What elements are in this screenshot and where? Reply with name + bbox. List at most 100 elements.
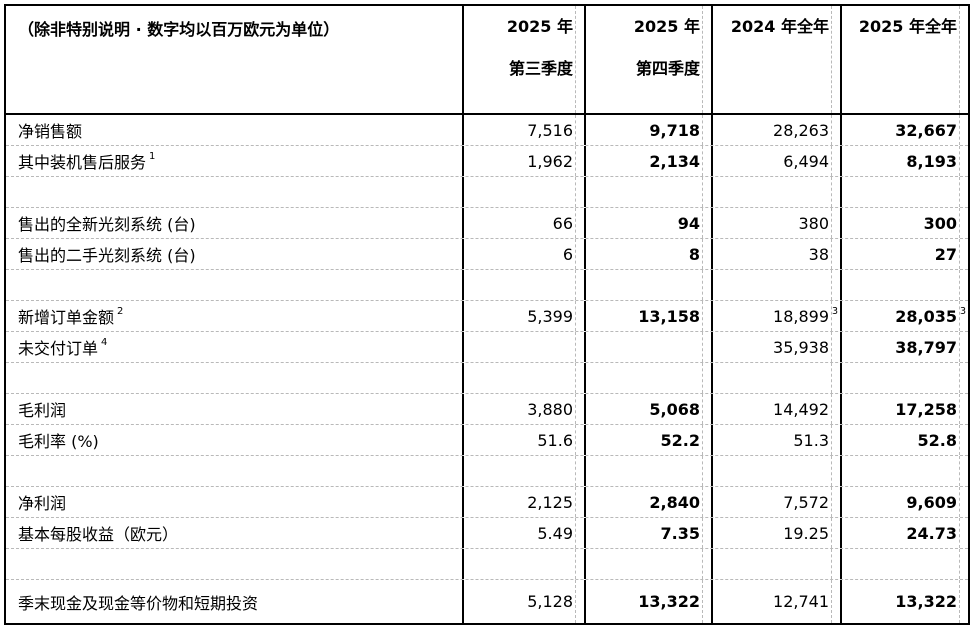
row-label: 新增订单金额 [18,308,115,327]
footnote-slot [575,456,584,486]
value-cell [586,549,713,579]
footnote-slot [702,208,711,238]
table-row: 售出的全新光刻系统 (台) 66 94 380 300 [6,208,968,239]
row-label: 售出的全新光刻系统 (台) [18,215,196,234]
row-label-cell: 新增订单金额 2 [6,301,464,331]
table-row: 净利润 2,125 2,840 7,572 9,609 [6,487,968,518]
value-cell: 8 [586,239,713,269]
footnote-slot [959,332,968,362]
cell-value: 51.6 [537,430,573,450]
footnote-slot [831,270,840,300]
cell-value [586,177,702,207]
col-header-line1: 2025 年 [633,17,700,36]
footnote-slot [831,363,840,393]
row-label-cell [6,363,464,393]
footnote-slot [575,580,584,623]
cell-value: 13,158 [638,306,700,326]
row-label-cell [6,270,464,300]
footnote-slot [959,518,968,548]
footnote-slot [702,301,711,331]
cell-value: 2,840 [649,492,700,512]
value-cell: 28,035 3 [842,301,968,331]
footnote-slot [702,580,711,623]
row-label-cell: 净利润 [6,487,464,517]
cell-value: 28,263 [773,120,829,140]
row-label: 其中装机售后服务 [18,153,147,172]
cell-value: 28,035 [895,306,957,326]
cell-value: 2,125 [527,492,573,512]
row-label-cell: 售出的二手光刻系统 (台) [6,239,464,269]
value-cell: 17,258 [842,394,968,424]
cell-value [713,363,831,393]
cell-value: 51.3 [793,430,829,450]
footnote-slot [959,456,968,486]
col-gridline-slot [575,6,584,113]
footnote-slot [702,425,711,455]
footnote-slot [575,115,584,145]
col-header-text: 2025 年全年 [842,6,959,113]
footnote-slot [702,518,711,548]
col-header-2024-fy: 2024 年全年 [713,6,842,113]
footnote-slot [831,115,840,145]
row-label: 未交付订单 [18,339,99,358]
spacer-row [6,270,968,301]
table-row: 净销售额 7,516 9,718 28,263 32,667 [6,115,968,146]
cell-value: 7,516 [527,120,573,140]
footnote-slot [959,208,968,238]
value-cell [464,363,586,393]
table-row: 售出的二手光刻系统 (台) 6 8 38 27 [6,239,968,270]
table-row: 毛利率 (%) 51.6 52.2 51.3 52.8 [6,425,968,456]
footnote-slot: 3 [831,301,840,331]
footnote-slot [831,332,840,362]
footnote-slot [702,177,711,207]
cell-value [842,177,959,207]
footnote-slot [575,146,584,176]
cell-value: 1,962 [527,151,573,171]
cell-value: 66 [552,213,573,233]
footnote-slot [575,301,584,331]
cell-value [842,363,959,393]
table-row: 新增订单金额 2 5,399 13,158 18,899 3 28,035 3 [6,301,968,332]
footnote-slot [702,146,711,176]
cell-value: 5,128 [527,592,573,611]
cell-value: 6 [562,244,573,264]
row-label: 净销售额 [18,122,83,141]
value-cell: 13,158 [586,301,713,331]
row-label: 毛利润 [18,401,67,420]
footnote-slot [831,549,840,579]
footnote-slot [959,363,968,393]
value-cell: 51.6 [464,425,586,455]
footnote-slot [959,146,968,176]
cell-value: 19.25 [783,523,829,543]
spacer-row [6,177,968,208]
cell-value [842,549,959,579]
value-cell [842,549,968,579]
row-label-cell: 季末现金及现金等价物和短期投资 [6,580,464,623]
cell-value: 13,322 [638,592,700,611]
row-label: 售出的二手光刻系统 (台) [18,246,196,265]
cell-value: 32,667 [895,120,957,140]
value-cell [586,332,713,362]
cell-value: 8,193 [906,151,957,171]
row-label: 净利润 [18,494,67,513]
cell-value: 5,068 [649,399,700,419]
value-cell: 14,492 [713,394,842,424]
col-gridline-slot [831,6,840,113]
value-cell [713,456,842,486]
row-label-cell: 毛利率 (%) [6,425,464,455]
value-cell: 24.73 [842,518,968,548]
value-cell [842,363,968,393]
footnote-slot [831,580,840,623]
row-label-cell: 净销售额 [6,115,464,145]
cell-value: 13,322 [895,592,957,611]
row-label-cell [6,549,464,579]
value-cell [713,177,842,207]
cell-value: 2,134 [649,151,700,171]
value-cell: 27 [842,239,968,269]
cell-value: 6,494 [783,151,829,171]
value-cell: 28,263 [713,115,842,145]
value-cell [586,270,713,300]
col-header-line1: 2025 年 [506,17,573,36]
cell-value: 18,899 [773,306,829,326]
footnote-slot [575,518,584,548]
